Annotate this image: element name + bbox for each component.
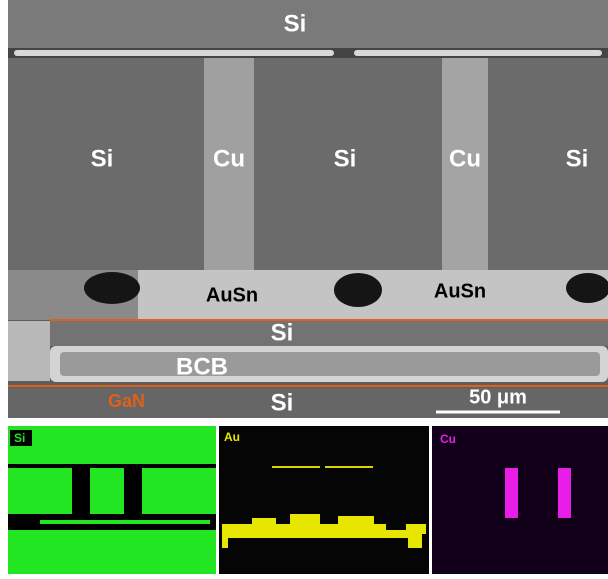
label: Si (334, 145, 357, 172)
via (72, 468, 90, 514)
sem-micrograph: Si Si Cu Si Cu Si AuSn AuSn Si BCB GaN S… (8, 0, 608, 418)
label: Si (566, 145, 589, 172)
au-map: Au (219, 426, 429, 574)
figure: Si Si Cu Si Cu Si AuSn AuSn Si BCB GaN S… (0, 0, 608, 574)
map-background (8, 426, 216, 574)
label: AuSn (434, 280, 486, 302)
label: Cu (213, 145, 245, 172)
label: Si (271, 319, 294, 346)
edge-debris (8, 321, 50, 381)
cu-via (558, 468, 571, 518)
au-line (272, 466, 320, 468)
label: AuSn (206, 284, 258, 306)
map-label: Au (224, 430, 240, 444)
void (84, 272, 140, 304)
scale-label: 50 μm (469, 386, 527, 408)
au-line (325, 466, 373, 468)
bcb-inner (60, 352, 600, 376)
void (334, 273, 382, 307)
top-si-layer (8, 0, 608, 48)
si-layer (50, 321, 608, 346)
void (566, 273, 608, 303)
map-label: Si (14, 431, 25, 445)
cu-map: Cu (432, 426, 608, 574)
label: Cu (449, 145, 481, 172)
label: BCB (176, 353, 228, 380)
map-label: Cu (440, 432, 456, 446)
label: GaN (108, 391, 145, 411)
label: Si (271, 389, 294, 416)
label: Si (91, 145, 114, 172)
si-map: Si (8, 426, 216, 574)
map-background (219, 426, 429, 574)
dark-band (8, 464, 216, 468)
map-background (432, 426, 608, 574)
cu-via (505, 468, 518, 518)
bond-metal (354, 50, 602, 56)
bright-line (40, 520, 210, 524)
via (124, 468, 142, 514)
label: Si (284, 10, 307, 37)
bond-metal (14, 50, 334, 56)
